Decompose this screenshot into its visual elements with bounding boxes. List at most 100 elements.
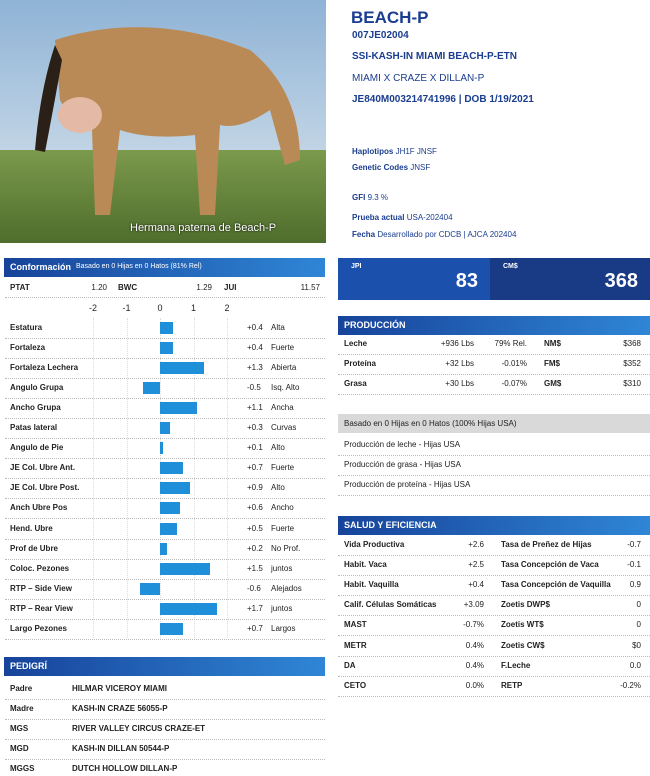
health-label: Tasa Concepción de Vaquilla bbox=[501, 580, 611, 590]
section-title: PEDIGRÍ bbox=[10, 661, 48, 671]
section-header: PEDIGRÍ bbox=[4, 657, 325, 676]
trait-bar bbox=[160, 562, 211, 575]
pedigree-value: DUTCH HOLLOW DILLAN-P bbox=[72, 764, 178, 773]
trait-description: Alto bbox=[271, 483, 285, 493]
scale-grid-line bbox=[193, 318, 195, 638]
trait-name: Fortaleza Lechera bbox=[10, 363, 79, 373]
health-label: Habit. Vaca bbox=[344, 560, 387, 570]
trait-description: juntos bbox=[271, 563, 293, 573]
health-value: -0.1 bbox=[627, 560, 641, 570]
production-value: +32 Lbs bbox=[445, 359, 474, 368]
trait-name: Largo Pezones bbox=[10, 623, 67, 633]
separator bbox=[338, 575, 650, 577]
health-label: METR bbox=[344, 640, 367, 650]
health-label: Zoetis CW$ bbox=[501, 640, 545, 650]
info-label: Haplotipos bbox=[352, 147, 394, 156]
trait-description: Ancha bbox=[271, 403, 294, 413]
index-value: 83 bbox=[455, 270, 478, 292]
trait-bar bbox=[160, 482, 191, 495]
trait-value: +1.5 bbox=[247, 563, 263, 573]
section-title: PRODUCCIÓN bbox=[344, 320, 406, 330]
production-rel: 79% Rel. bbox=[494, 339, 527, 348]
section-title: SALUD Y EFICIENCIA bbox=[344, 520, 437, 530]
photo bbox=[0, 0, 326, 243]
separator bbox=[338, 655, 650, 657]
health-label: MAST bbox=[344, 620, 367, 630]
daughters-row: Producción de leche - Hijas USA bbox=[344, 440, 461, 449]
separator bbox=[5, 578, 325, 580]
section-title: Conformación bbox=[10, 262, 72, 272]
production-trait: Leche bbox=[344, 339, 368, 348]
info-value: JNSF bbox=[410, 163, 431, 172]
trait-value: -0.6 bbox=[247, 583, 261, 593]
scale-tick-label: 1 bbox=[190, 303, 196, 313]
separator bbox=[5, 638, 325, 640]
health-label: RETP bbox=[501, 680, 523, 690]
trait-description: Abierta bbox=[271, 363, 297, 373]
health-value: -0.7 bbox=[627, 540, 641, 549]
index-value: 368 bbox=[604, 270, 638, 292]
section-note: Basado en 0 Hijas en 0 Hatos (81% Rel) bbox=[76, 263, 202, 270]
trait-description: Alta bbox=[271, 323, 285, 332]
trait-bar bbox=[160, 402, 197, 415]
info-value: Desarrollado por CDCB | AJCA 202404 bbox=[377, 230, 517, 239]
scale-tick-label: -2 bbox=[88, 303, 97, 313]
trait-value: +0.3 bbox=[247, 423, 263, 433]
info-label: Fecha bbox=[352, 230, 376, 239]
production-index-label: FM$ bbox=[544, 359, 560, 368]
separator bbox=[338, 555, 650, 556]
separator bbox=[5, 498, 325, 500]
trait-value: +1.3 bbox=[247, 363, 263, 373]
health-value: $0 bbox=[632, 640, 641, 650]
trait-value: +0.4 bbox=[247, 343, 263, 353]
production-rel: -0.07% bbox=[501, 379, 527, 388]
trait-bar bbox=[160, 622, 184, 635]
daughters-row: Producción de grasa - Hijas USA bbox=[344, 460, 461, 469]
separator bbox=[338, 635, 650, 637]
summary-value: 11.57 bbox=[300, 283, 320, 292]
info-line: Prueba actual USA-202404 bbox=[352, 212, 453, 224]
production-index-label: GM$ bbox=[544, 379, 562, 388]
separator bbox=[5, 458, 325, 460]
trait-name: Fortaleza bbox=[10, 343, 46, 353]
trait-value: +0.6 bbox=[247, 503, 263, 513]
health-value: +3.09 bbox=[463, 600, 484, 610]
summary-label: JUI bbox=[224, 283, 237, 292]
daughters-row: Producción de proteína - Hijas USA bbox=[344, 480, 471, 489]
separator bbox=[338, 675, 650, 677]
trait-bar bbox=[160, 542, 167, 555]
separator bbox=[5, 739, 325, 740]
trait-value: -0.5 bbox=[247, 383, 261, 393]
health-value: 0.0 bbox=[629, 660, 641, 670]
trait-name: Prof de Ubre bbox=[10, 543, 59, 553]
info-line: Genetic Codes JNSF bbox=[352, 162, 430, 174]
production-index-value: $368 bbox=[623, 339, 641, 348]
scale-tick-label: 0 bbox=[157, 303, 163, 313]
health-label: Vida Productiva bbox=[344, 540, 405, 549]
animal-code: 007JE02004 bbox=[352, 30, 409, 41]
pedigree-value: HILMAR VICEROY MIAMI bbox=[72, 684, 167, 693]
pedigree-label: MGGS bbox=[10, 764, 35, 773]
trait-name: Angulo de Pie bbox=[10, 443, 64, 453]
scale-tick-label: 2 bbox=[224, 303, 230, 313]
trait-description: juntos bbox=[271, 603, 293, 613]
info-label: Prueba actual bbox=[352, 213, 405, 222]
trait-value: +0.2 bbox=[247, 543, 263, 553]
separator bbox=[338, 695, 650, 697]
separator bbox=[338, 495, 650, 496]
trait-name: Anch Ubre Pos bbox=[10, 503, 68, 513]
trait-name: RTP – Side View bbox=[10, 583, 72, 593]
health-label: Tasa de Preñez de Hijas bbox=[501, 540, 592, 549]
production-value: +30 Lbs bbox=[445, 379, 474, 388]
index-label: CM$ bbox=[503, 263, 518, 270]
production-index-label: NM$ bbox=[544, 339, 561, 348]
summary-label: PTAT bbox=[10, 283, 30, 292]
pedigree-line: MIAMI X CRAZE X DILLAN-P bbox=[352, 73, 485, 84]
health-value: +0.4 bbox=[468, 580, 484, 590]
info-label: GFI bbox=[352, 193, 366, 202]
daughters-note: Basado en 0 Hijas en 0 Hatos (100% Hijas… bbox=[344, 419, 517, 428]
trait-description: Alto bbox=[271, 443, 285, 453]
scale-grid-line bbox=[93, 318, 94, 638]
separator bbox=[5, 699, 325, 700]
health-label: Habit. Vaquilla bbox=[344, 580, 399, 590]
